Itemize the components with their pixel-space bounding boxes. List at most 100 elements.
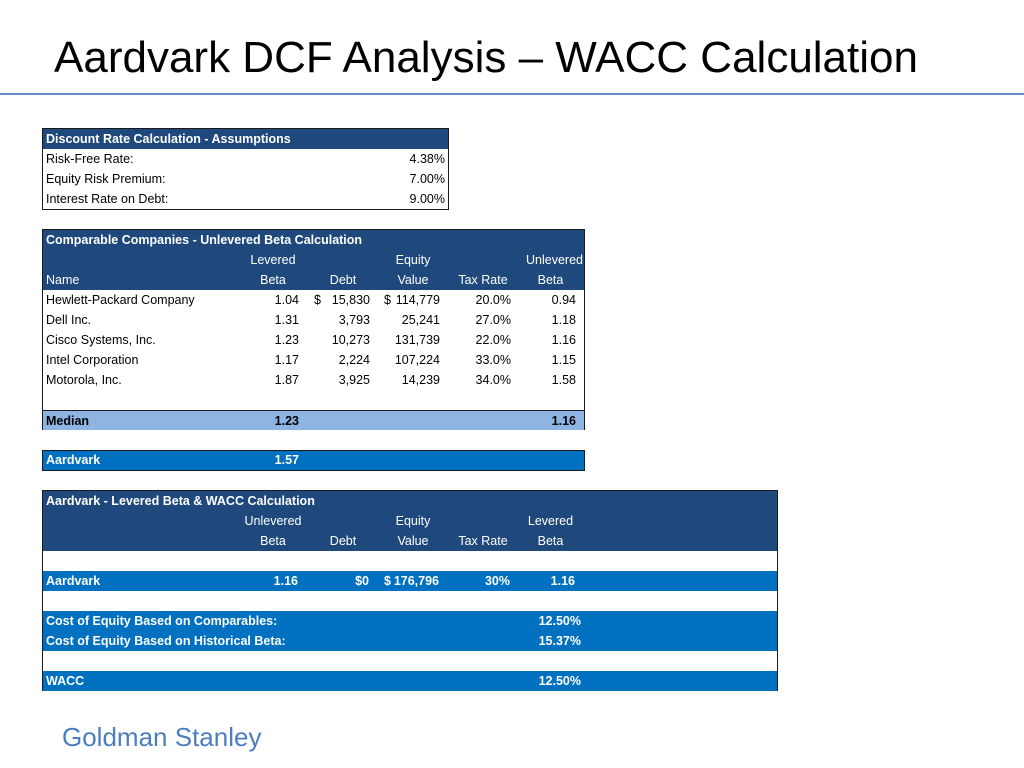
assumption-row-risk-free: Risk-Free Rate: 4.38% [43,149,448,169]
spacer-row [43,651,777,671]
coe-historical-label: Cost of Equity Based on Historical Beta: [46,634,286,648]
table-row: Intel Corporation 1.17 2,224 107,224 33.… [43,350,584,370]
unlevered-beta: 1.15 [551,353,576,367]
levered-beta: 1.17 [274,353,299,367]
assumptions-header-label: Discount Rate Calculation - Assumptions [46,132,291,146]
tax-rate: 34.0% [475,373,511,387]
median-label: Median [46,414,90,428]
col-beta-label: Beta [260,273,286,287]
col-equity-label: Equity [395,514,431,528]
debt: 3,925 [338,373,370,387]
aardvark-historical-beta: 1.57 [274,453,299,467]
spacer-row [43,551,777,571]
assumptions-header: Discount Rate Calculation - Assumptions [43,129,448,149]
risk-free-value: 4.38% [409,152,445,166]
col-levered-label: Levered [527,514,574,528]
levered-beta: 1.87 [274,373,299,387]
col-name-label: Name [46,273,80,287]
spacer-row [43,390,584,410]
coe-comparables-value: 12.50% [538,614,581,628]
company-name: Hewlett-Packard Company [46,293,195,307]
interest-rate-value: 9.00% [409,192,445,206]
col-tax-rate-label: Tax Rate [458,273,508,287]
table-row: Cisco Systems, Inc. 1.23 10,273 131,739 … [43,330,584,350]
debt: 15,830 [331,293,370,307]
interest-rate-label: Interest Rate on Debt: [46,192,169,206]
col-levered-beta-label: Beta [537,534,564,548]
aardvark-label: Aardvark [46,453,101,467]
comparables-header-label: Comparable Companies - Unlevered Beta Ca… [46,233,363,247]
equity-risk-premium-label: Equity Risk Premium: [46,172,166,186]
levered-beta: 1.04 [274,293,299,307]
debt-currency: $ [314,293,321,307]
aardvark-tax-rate: 30% [484,574,510,588]
equity-risk-premium-value: 7.00% [409,172,445,186]
col-tax-rate-label: Tax Rate [458,534,508,548]
comparables-header: Comparable Companies - Unlevered Beta Ca… [43,230,584,290]
slide-title: Aardvark DCF Analysis – WACC Calculation [54,33,918,82]
title-divider [0,93,1024,95]
col-debt-label: Debt [329,534,357,548]
assumption-row-erp: Equity Risk Premium: 7.00% [43,169,448,189]
median-levered-beta: 1.23 [274,414,299,428]
assumption-row-debt-rate: Interest Rate on Debt: 9.00% [43,189,448,209]
table-row: Motorola, Inc. 1.87 3,925 14,239 34.0% 1… [43,370,584,390]
aardvark-equity-value: 176,796 [393,574,439,588]
levered-beta: 1.31 [274,313,299,327]
aardvark-levered-row: Aardvark 1.16 $0 $ 176,796 30% 1.16 [43,571,777,591]
spacer-row [43,591,777,611]
col-unlevered-label: Unlevered [526,253,583,267]
coe-comparables-label: Cost of Equity Based on Comparables: [46,614,278,628]
unlevered-beta: 0.94 [551,293,576,307]
company-name: Dell Inc. [46,313,92,327]
aardvark-debt: $0 [355,574,369,588]
tax-rate: 22.0% [475,333,511,347]
tax-rate: 33.0% [475,353,511,367]
median-unlevered-beta: 1.16 [551,414,576,428]
equity-value: 114,779 [395,293,440,307]
col-unlevered-beta-label: Beta [537,273,564,287]
company-name: Intel Corporation [46,353,139,367]
table-row: Dell Inc. 1.31 3,793 25,241 27.0% 1.18 [43,310,584,330]
tax-rate: 20.0% [475,293,511,307]
equity-value: 14,239 [401,373,440,387]
wacc-value: 12.50% [538,674,581,688]
tax-rate: 27.0% [475,313,511,327]
coe-comparables-row: Cost of Equity Based on Comparables: 12.… [43,611,777,631]
table-row: Hewlett-Packard Company 1.04 $ 15,830 $ … [43,290,584,310]
col-debt-label: Debt [329,273,357,287]
unlevered-beta: 1.58 [551,373,576,387]
unlevered-beta: 1.18 [551,313,576,327]
levered-header: Aardvark - Levered Beta & WACC Calculati… [43,491,777,551]
wacc-row: WACC 12.50% [43,671,777,691]
col-levered-label: Levered [250,253,296,267]
levered-beta: 1.23 [274,333,299,347]
debt: 10,273 [331,333,370,347]
equity-value: 25,241 [401,313,440,327]
company-name: Motorola, Inc. [46,373,122,387]
risk-free-label: Risk-Free Rate: [46,152,134,166]
equity-value: 131,739 [394,333,440,347]
company-name: Cisco Systems, Inc. [46,333,156,347]
company-footer: Goldman Stanley [62,722,262,752]
col-equity-label: Equity [395,253,431,267]
value-currency: $ [384,293,391,307]
col-unlevered-label: Unlevered [244,514,302,528]
col-value-label: Value [397,534,429,548]
aardvark-unlevered-beta: 1.16 [273,574,298,588]
col-beta-label: Beta [260,534,286,548]
aardvark-value-currency: $ [384,574,391,588]
col-value-label: Value [397,273,429,287]
unlevered-beta: 1.16 [551,333,576,347]
aardvark-beta-row: Aardvark 1.57 [43,451,584,470]
debt: 3,793 [338,313,370,327]
coe-historical-value: 15.37% [538,634,581,648]
wacc-label: WACC [46,674,85,688]
aardvark-label: Aardvark [46,574,101,588]
aardvark-levered-beta: 1.16 [550,574,575,588]
median-row: Median 1.23 1.16 [43,410,584,430]
debt: 2,224 [338,353,370,367]
coe-historical-row: Cost of Equity Based on Historical Beta:… [43,631,777,651]
levered-header-label: Aardvark - Levered Beta & WACC Calculati… [46,494,315,508]
equity-value: 107,224 [394,353,440,367]
